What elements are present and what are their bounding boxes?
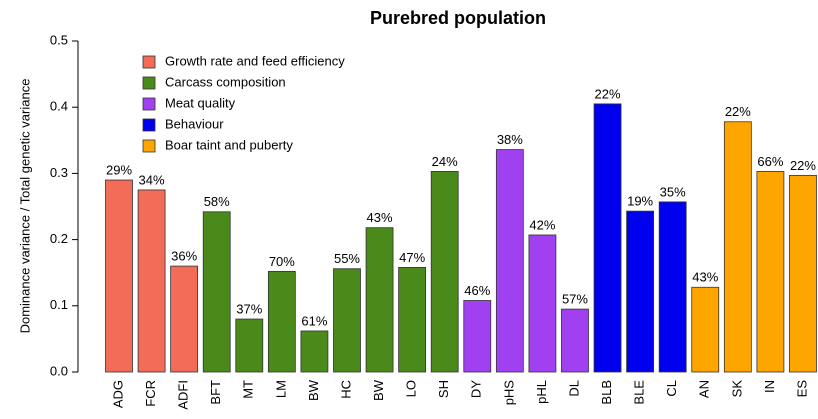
y-axis-label: Dominance variance / Total genetic varia… [17, 79, 32, 334]
bar-annotation: 22% [595, 86, 621, 101]
x-tick-label: MT [241, 380, 256, 399]
legend-label: Meat quality [165, 95, 236, 110]
y-tick-label: 0.1 [50, 297, 68, 312]
bar-annotation: 61% [301, 313, 327, 328]
x-tick-label: ES [794, 380, 809, 398]
x-tick-label: SK [729, 380, 744, 398]
x-tick-label: BW [371, 379, 386, 401]
legend-swatch [142, 97, 156, 111]
bar-annotation: 36% [171, 249, 197, 264]
bar [789, 174, 817, 373]
legend-swatch [142, 118, 156, 132]
y-tick-label: 0.3 [50, 165, 68, 180]
x-tick-label: ADFI [176, 380, 191, 410]
y-tick-label: 0.4 [50, 99, 68, 114]
x-tick-label: LM [273, 380, 288, 398]
bar [593, 103, 622, 373]
bar-annotation: 47% [399, 250, 425, 265]
bar-annotation: 35% [660, 184, 686, 199]
legend-swatch [142, 76, 156, 90]
x-tick-label: BLE [632, 380, 647, 405]
bar [235, 318, 264, 373]
bar [691, 286, 720, 373]
bar [561, 308, 589, 373]
bar [495, 149, 524, 373]
bar-annotation: 42% [529, 217, 555, 232]
bar [463, 300, 492, 373]
legend-swatch [142, 55, 156, 69]
bar-annotation: 22% [790, 158, 816, 173]
x-tick-label: AN [697, 380, 712, 398]
y-tick-label: 0.0 [50, 363, 68, 378]
x-tick-label: LO [404, 380, 419, 397]
bar [756, 171, 785, 373]
bar [626, 210, 655, 373]
x-tick-label: BW [306, 379, 321, 401]
x-tick-label: pHS [501, 380, 516, 406]
bar [528, 234, 557, 373]
legend-label: Carcass composition [165, 74, 286, 89]
y-tick-label: 0.5 [50, 32, 68, 47]
x-tick-label: BLB [599, 380, 614, 405]
bar [300, 330, 329, 373]
x-tick-label: CL [664, 380, 679, 397]
x-tick-label: pHL [534, 380, 549, 404]
bar-annotation: 19% [627, 194, 653, 209]
bar-annotation: 43% [367, 210, 393, 225]
x-tick-label: DY [469, 380, 484, 398]
bar [723, 121, 752, 373]
bar-annotation: 55% [334, 251, 360, 266]
bar [170, 265, 199, 373]
bar-annotation: 57% [562, 292, 588, 307]
bar [267, 270, 296, 373]
bar-annotation: 22% [725, 104, 751, 119]
x-tick-label: SH [436, 380, 451, 398]
bar-annotation: 38% [497, 132, 523, 147]
chart-title: Purebred population [370, 8, 546, 28]
x-tick-label: BFT [208, 380, 223, 405]
bar [398, 267, 427, 373]
bar [333, 268, 361, 373]
legend-label: Behaviour [165, 116, 224, 131]
bar [137, 189, 166, 373]
bar-annotation: 24% [432, 154, 458, 169]
bar [658, 201, 687, 373]
bar [202, 211, 231, 373]
bar-annotation: 29% [106, 162, 132, 177]
legend-swatch [142, 139, 156, 153]
bar [105, 179, 133, 373]
x-tick-label: ADG [110, 380, 125, 408]
bar-annotation: 66% [757, 154, 783, 169]
bar-annotation: 43% [692, 270, 718, 285]
x-tick-label: DL [566, 380, 581, 397]
x-tick-label: HC [338, 380, 353, 399]
bar-annotation: 58% [204, 194, 230, 209]
legend-label: Boar taint and puberty [165, 137, 293, 152]
bar-annotation: 70% [269, 254, 295, 269]
legend-label: Growth rate and feed efficiency [165, 53, 345, 68]
y-tick-label: 0.2 [50, 231, 68, 246]
bar-annotation: 37% [236, 301, 262, 316]
bar [365, 227, 394, 373]
bar-annotation: 34% [139, 172, 165, 187]
x-tick-label: IN [762, 380, 777, 393]
bar-annotation: 46% [464, 283, 490, 298]
x-tick-label: FCR [143, 380, 158, 407]
bar [430, 171, 459, 373]
